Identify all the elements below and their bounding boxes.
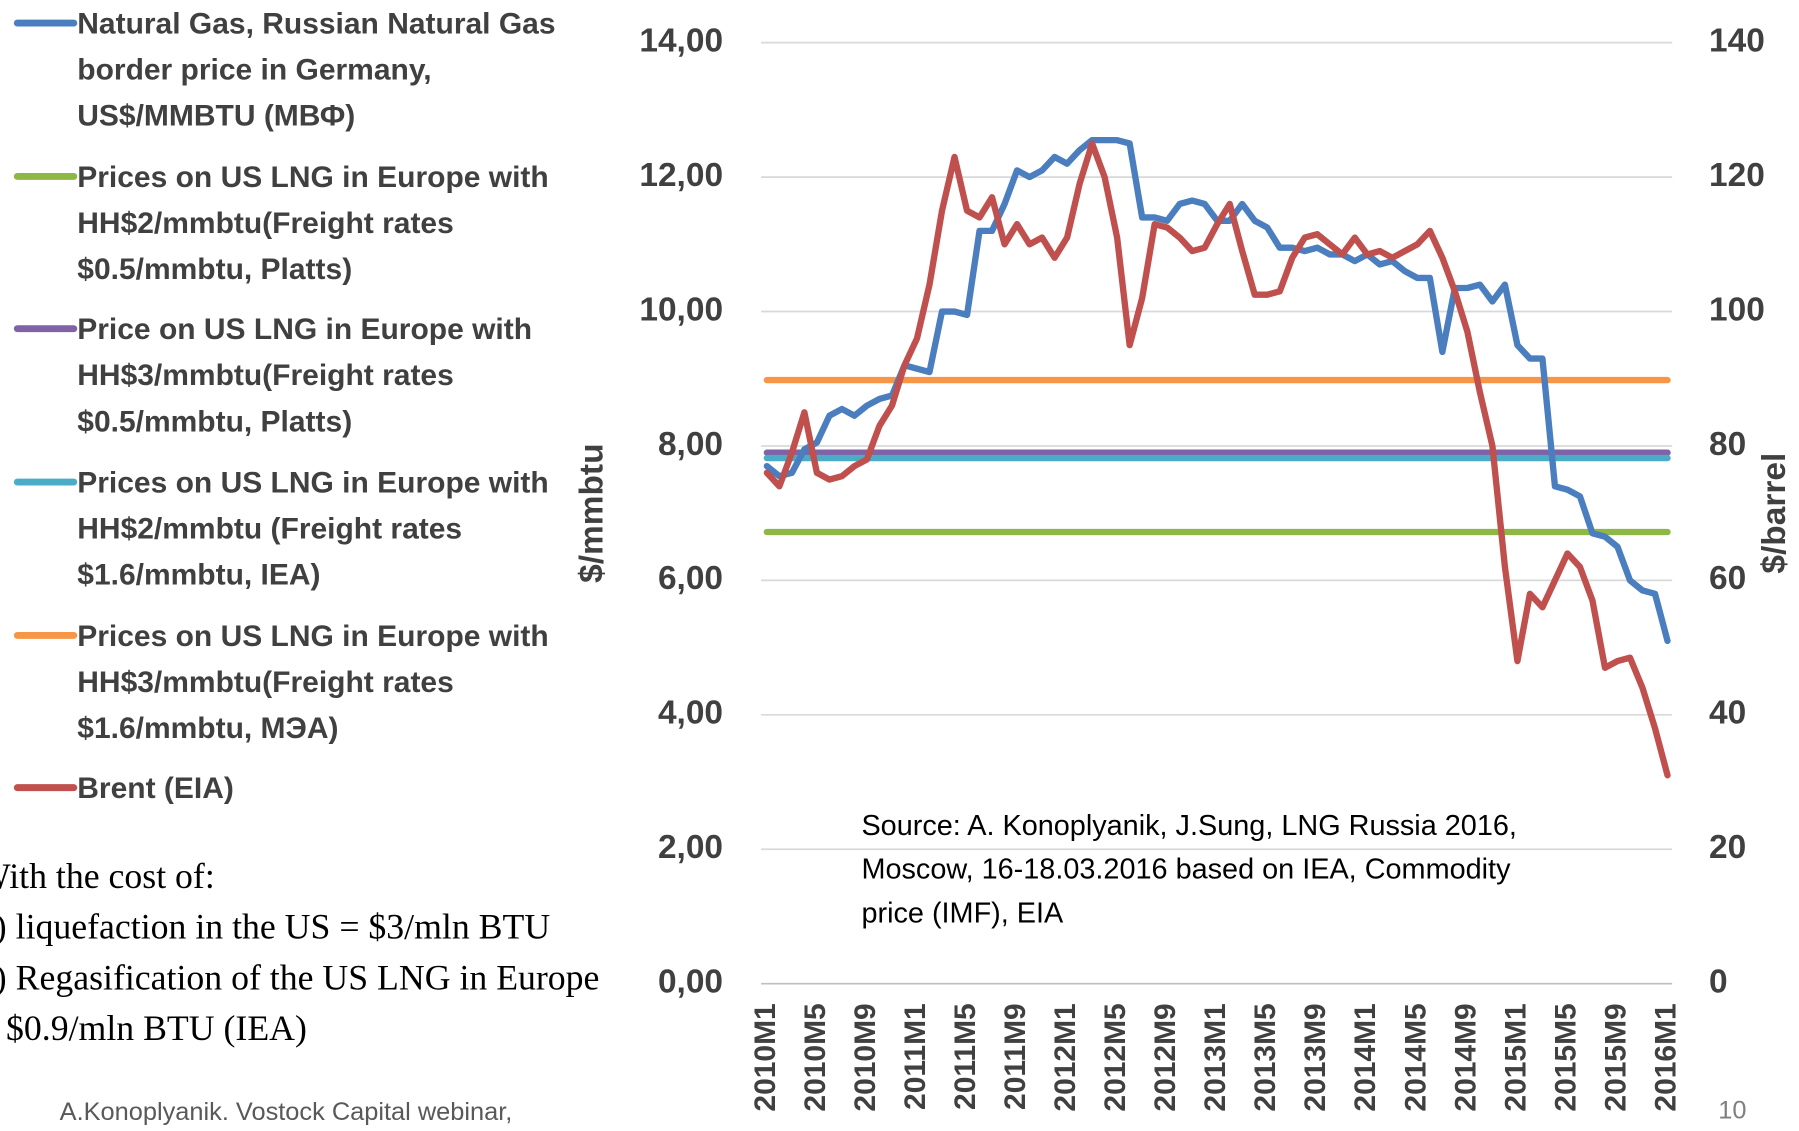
x-tick-label: 2010M5 bbox=[799, 1003, 832, 1111]
legend-swatch bbox=[13, 784, 78, 792]
y2-tick-label: 120 bbox=[1709, 157, 1765, 194]
x-tick-label: 2014M1 bbox=[1349, 1003, 1382, 1111]
x-tick-label: 2012M5 bbox=[1099, 1003, 1132, 1111]
x-tick-label: 2013M9 bbox=[1299, 1003, 1332, 1111]
x-tick-label: 2015M1 bbox=[1499, 1003, 1532, 1111]
note-line: With the cost of: bbox=[0, 855, 215, 897]
note-line: 1) liquefaction in the US = $3/mln BTU bbox=[0, 906, 551, 947]
legend-swatch bbox=[13, 19, 78, 27]
y2-tick-label: 0 bbox=[1709, 964, 1728, 1001]
legend-label: Natural Gas, Russian Natural Gas border … bbox=[77, 5, 556, 133]
page-number: 10 bbox=[1718, 1095, 1747, 1125]
legend-swatch bbox=[13, 325, 78, 333]
y-tick-label: 4,00 bbox=[658, 695, 723, 732]
x-tick-label: 2011M9 bbox=[999, 1003, 1032, 1110]
y-tick-label: 10,00 bbox=[639, 291, 723, 328]
y-tick-label: 12,00 bbox=[639, 157, 723, 194]
y2-axis-label: $/barrel bbox=[1756, 453, 1793, 574]
x-tick-label: 2015M5 bbox=[1549, 1003, 1582, 1111]
legend-label: Prices on US LNG in Europe with HH$2/mmb… bbox=[77, 464, 549, 592]
x-tick-label: 2010M1 bbox=[749, 1003, 782, 1111]
x-tick-label: 2014M5 bbox=[1399, 1003, 1432, 1111]
y-axis-label: $/mmbtu bbox=[574, 444, 611, 583]
x-tick-label: 2013M1 bbox=[1199, 1003, 1232, 1111]
y2-tick-label: 60 bbox=[1709, 560, 1746, 597]
x-tick-label: 2014M9 bbox=[1449, 1003, 1482, 1111]
annotation: Source: A. Konoplyanik, J.Sung, LNG Russ… bbox=[861, 809, 1517, 930]
y-tick-label: 14,00 bbox=[639, 22, 723, 59]
y-tick-label: 2,00 bbox=[658, 829, 723, 866]
note-line: 2) Regasification of the US LNG in Europ… bbox=[0, 957, 600, 1049]
legend-swatch bbox=[13, 631, 78, 639]
x-tick-label: 2010M9 bbox=[849, 1003, 882, 1111]
legend-label: Prices on US LNG in Europe with HH$2/mmb… bbox=[77, 159, 549, 286]
y2-tick-label: 80 bbox=[1709, 426, 1746, 463]
y2-tick-label: 20 bbox=[1709, 829, 1746, 866]
y2-tick-label: 40 bbox=[1709, 695, 1746, 732]
x-tick-label: 2011M5 bbox=[949, 1003, 982, 1110]
y-tick-label: 6,00 bbox=[658, 560, 723, 597]
series-line bbox=[763, 140, 1671, 779]
legend-label: Prices on US LNG in Europe with HH$3/mmb… bbox=[77, 618, 549, 745]
notes: With the cost of: 1) liquefaction in the … bbox=[0, 851, 623, 1054]
series-line bbox=[763, 136, 1671, 645]
footer: A.Konoplyanik. Vostock Capital webinar, … bbox=[59, 1096, 513, 1126]
y2-tick-label: 100 bbox=[1709, 291, 1765, 328]
y-tick-label: 0,00 bbox=[658, 964, 723, 1001]
legend-swatch bbox=[13, 172, 78, 180]
x-tick-label: 2016M1 bbox=[1649, 1003, 1682, 1111]
x-tick-label: 2012M1 bbox=[1049, 1003, 1082, 1111]
legend-label: Price on US LNG in Europe with HH$3/mmbt… bbox=[77, 311, 533, 439]
x-tick-label: 2011M1 bbox=[899, 1003, 932, 1110]
x-tick-label: 2015M9 bbox=[1599, 1003, 1632, 1111]
legend-label: Brent (EIA) bbox=[77, 770, 234, 805]
x-tick-label: 2012M9 bbox=[1149, 1003, 1182, 1111]
legend-swatch bbox=[13, 478, 78, 486]
y-tick-label: 8,00 bbox=[658, 426, 723, 463]
y2-tick-label: 140 bbox=[1709, 22, 1765, 59]
x-tick-label: 2013M5 bbox=[1249, 1003, 1282, 1111]
